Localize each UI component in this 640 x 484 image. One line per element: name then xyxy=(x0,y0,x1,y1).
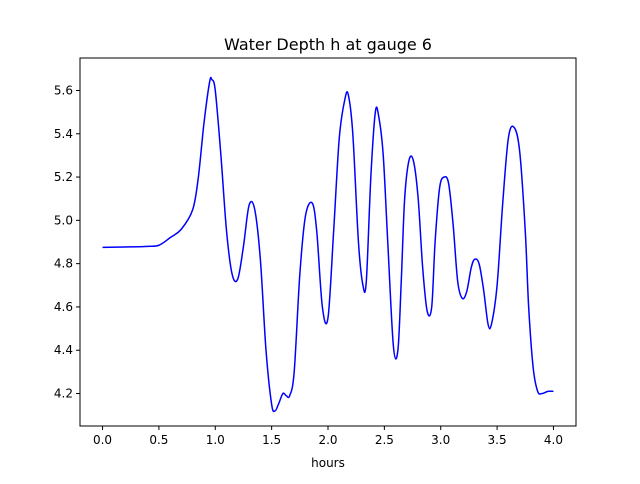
y-tick-label: 4.6 xyxy=(54,300,73,314)
x-tick-label: 4.0 xyxy=(544,433,563,447)
plot-area: 0.0 0.5 1.0 1.5 2.0 2.5 3.0 3.5 4.0 4.2 4.4 4.6 4.8 5… xyxy=(54,57,577,447)
x-tick-label: 2.5 xyxy=(375,433,394,447)
chart-title: Water Depth h at gauge 6 xyxy=(224,35,432,54)
x-tick-label: 0.5 xyxy=(149,433,168,447)
x-tick-label: 1.0 xyxy=(206,433,225,447)
x-tick-label: 0.0 xyxy=(93,433,112,447)
y-tick-label: 4.8 xyxy=(54,257,73,271)
y-tick-label: 4.2 xyxy=(54,387,73,401)
plot-frame xyxy=(79,57,577,427)
y-tick-label: 5.0 xyxy=(54,213,73,227)
x-tick-label: 2.0 xyxy=(318,433,337,447)
y-tick-label: 5.6 xyxy=(54,83,73,97)
y-tick-label: 5.4 xyxy=(54,127,73,141)
y-tick-label: 5.2 xyxy=(54,170,73,184)
x-tick-label: 3.5 xyxy=(488,433,507,447)
x-tick-label: 3.0 xyxy=(431,433,450,447)
series-line-0 xyxy=(102,76,554,413)
x-axis-label: hours xyxy=(311,456,345,470)
x-tick-label: 1.5 xyxy=(262,433,281,447)
y-tick-label: 4.4 xyxy=(54,343,73,357)
